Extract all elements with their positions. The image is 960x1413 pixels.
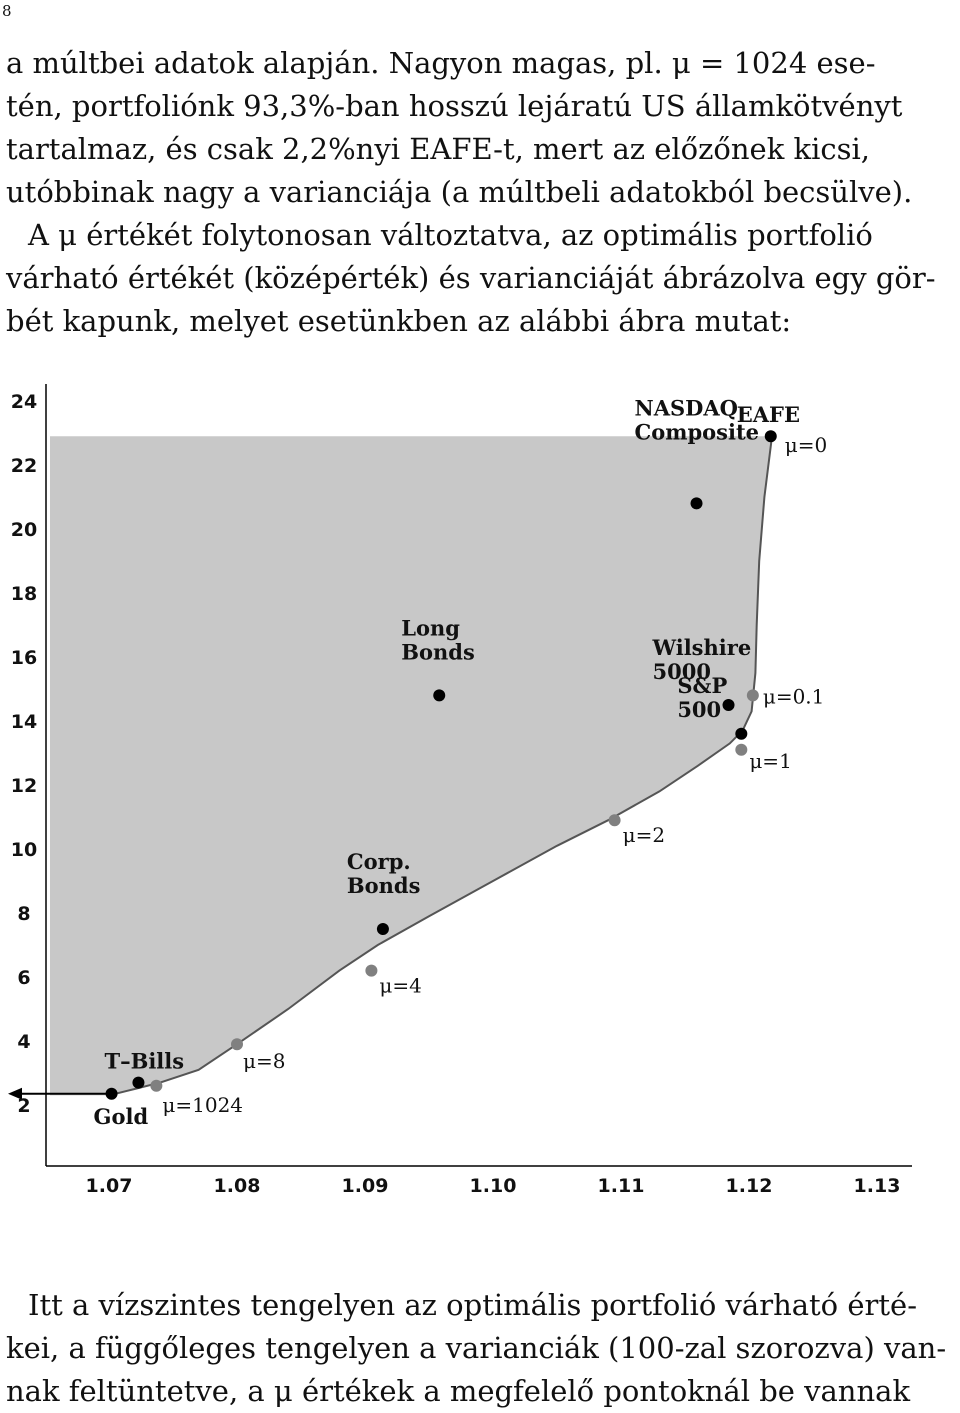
x-tick-label: 1.12 (726, 1175, 773, 1197)
asset-label: Corp. (347, 849, 411, 874)
gold-arrow-head (8, 1087, 22, 1100)
mu-point (231, 1038, 243, 1051)
asset-point (376, 923, 389, 935)
mu-point (735, 743, 748, 756)
paragraph-explanation: Itt a vízszintes tengelyen az optimális … (6, 1284, 956, 1413)
mu-label: μ=4 (379, 974, 421, 998)
y-tick-label: 24 (11, 391, 37, 413)
text-line: kei, a függőleges tengelyen a varianciák… (6, 1331, 947, 1365)
text-line: várható értékét (középérték) és varianci… (6, 261, 936, 295)
mu-label: μ=8 (243, 1049, 285, 1073)
mu-label: μ=1 (749, 749, 791, 773)
mu-point (608, 814, 621, 827)
mu-label: μ=0.1 (763, 684, 825, 708)
axes: 1.07 1.08 1.09 1.10 1.11 1.12 1.13246810121416… (8, 384, 912, 1197)
mu-label: μ=1024 (162, 1093, 243, 1117)
x-tick-label: 1.09 (342, 1175, 389, 1197)
mu-point (746, 689, 759, 702)
asset-point (433, 689, 446, 702)
text-line: tartalmaz, és csak 2,2%nyi EAFE-t, mert … (6, 132, 870, 166)
y-tick-label: 10 (11, 839, 37, 861)
frontier-curve (108, 436, 773, 1097)
asset-label: Composite (635, 419, 760, 444)
y-tick-label: 14 (11, 711, 37, 733)
feasible-region (50, 436, 773, 1097)
y-tick-label: 18 (11, 583, 37, 605)
mu-label: μ=2 (623, 823, 665, 847)
y-tick-label: 12 (11, 775, 37, 797)
asset-label: 500 (677, 697, 721, 722)
asset-label: S&P (677, 673, 727, 698)
asset-label: NASDAQ (635, 395, 738, 420)
asset-label: Gold (94, 1104, 149, 1129)
feasible-region-area (50, 436, 772, 1096)
y-tick-label: 4 (17, 1031, 30, 1053)
asset-point (132, 1076, 145, 1089)
mu-point (365, 964, 378, 977)
mu-label: μ=0 (785, 433, 827, 457)
x-tick-label: 1.11 (598, 1175, 645, 1197)
text-line: Itt a vízszintes tengelyen az optimális … (28, 1288, 918, 1322)
y-tick-label: 2 (17, 1095, 30, 1117)
y-tick-label: 20 (11, 519, 37, 541)
efficient-frontier-chart: 1.07 1.08 1.09 1.10 1.11 1.12 1.13246810121416… (8, 384, 912, 1197)
text-line: A μ értékét folytonosan változtatva, az … (28, 218, 873, 252)
text-line: nak feltüntetve, a μ értékek a megfelelő… (6, 1374, 911, 1408)
y-tick-label: 22 (11, 455, 37, 477)
x-tick-label: 1.08 (214, 1175, 261, 1197)
asset-label: 5000 (653, 659, 711, 684)
asset-label: Long (401, 615, 460, 640)
x-tick-label: 1.07 (86, 1175, 133, 1197)
asset-point (105, 1087, 118, 1100)
page-number: 8 (2, 2, 12, 20)
y-tick-label: 8 (17, 903, 30, 925)
mu-point (150, 1079, 163, 1092)
asset-point (690, 497, 703, 510)
asset-point (764, 430, 777, 443)
text-line: bét kapunk, melyet esetünkben az alábbi … (6, 304, 792, 338)
asset-label: Bonds (401, 639, 475, 664)
asset-point (735, 727, 748, 740)
y-tick-label: 6 (17, 967, 30, 989)
paragraph-intro: a múltbei adatok alapján. Nagyon magas, … (6, 42, 956, 343)
asset-label: EAFE (737, 402, 800, 427)
text-line: a múltbei adatok alapján. Nagyon magas, … (6, 46, 876, 80)
text-line: utóbbinak nagy a varianciája (a múltbeli… (6, 175, 913, 209)
y-tick-label: 16 (11, 647, 37, 669)
asset-point (722, 699, 735, 711)
text-line: tén, portfoliónk 93,3%-ban hosszú lejára… (6, 89, 903, 123)
x-tick-label: 1.13 (854, 1175, 901, 1197)
asset-label: T–Bills (104, 1049, 184, 1074)
asset-label: Wilshire (652, 635, 752, 660)
asset-label: Bonds (347, 873, 421, 898)
x-tick-label: 1.10 (470, 1175, 517, 1197)
